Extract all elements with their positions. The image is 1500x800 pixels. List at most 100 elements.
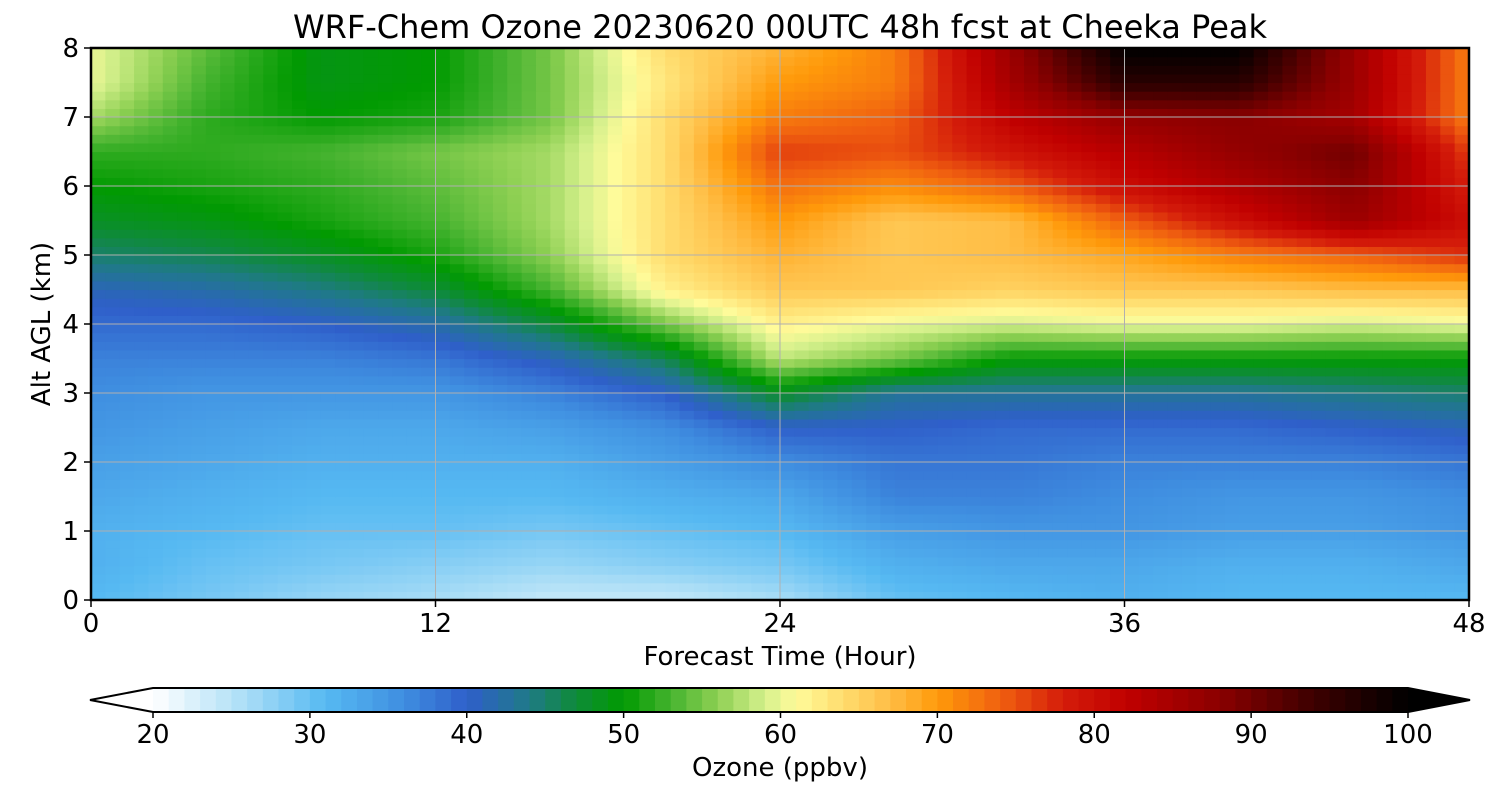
heatmap-cell	[1425, 332, 1441, 342]
heatmap-cell	[277, 306, 293, 316]
heatmap-cell	[622, 418, 638, 429]
heatmap-cell	[593, 505, 609, 515]
heatmap-cell	[794, 280, 810, 291]
heatmap-cell	[449, 582, 465, 592]
heatmap-cell	[693, 384, 709, 394]
heatmap-cell	[435, 255, 451, 265]
heatmap-cell	[1239, 332, 1255, 342]
heatmap-cell	[1167, 341, 1183, 351]
heatmap-cell	[392, 229, 408, 239]
heatmap-cell	[607, 565, 623, 575]
heatmap-cell	[119, 203, 135, 213]
heatmap-cell	[521, 556, 537, 567]
heatmap-cell	[1124, 522, 1140, 532]
heatmap-cell	[1354, 531, 1370, 541]
heatmap-cell	[1067, 177, 1083, 187]
heatmap-cell	[1325, 324, 1341, 334]
heatmap-cell	[1067, 211, 1083, 222]
heatmap-cell	[220, 470, 236, 480]
heatmap-cell	[909, 539, 925, 549]
heatmap-cell	[378, 375, 394, 385]
heatmap-cell	[1224, 160, 1240, 170]
heatmap-cell	[205, 444, 221, 454]
heatmap-cell	[1368, 186, 1384, 196]
heatmap-cell	[306, 582, 322, 592]
heatmap-cell	[1339, 462, 1355, 472]
heatmap-cell	[923, 177, 939, 187]
heatmap-cell	[780, 505, 795, 515]
heatmap-cell	[277, 384, 293, 394]
heatmap-cell	[736, 298, 752, 308]
heatmap-cell	[421, 160, 437, 170]
heatmap-cell	[521, 332, 537, 342]
heatmap-cell	[91, 229, 106, 239]
heatmap-cell	[306, 393, 322, 403]
heatmap-cell	[1124, 194, 1140, 204]
heatmap-cell	[1095, 436, 1111, 446]
heatmap-cell	[1425, 272, 1441, 282]
heatmap-cell	[1153, 186, 1169, 196]
heatmap-cell	[765, 401, 781, 411]
heatmap-cell	[248, 186, 264, 196]
heatmap-cell	[980, 203, 996, 213]
heatmap-cell	[851, 255, 867, 265]
heatmap-cell	[1067, 220, 1083, 230]
heatmap-cell	[320, 393, 336, 403]
heatmap-cell	[636, 462, 652, 472]
heatmap-cell	[507, 410, 523, 420]
heatmap-cell	[1440, 324, 1456, 334]
heatmap-cell	[105, 332, 121, 342]
heatmap-cell	[579, 591, 594, 600]
heatmap-cell	[837, 505, 853, 515]
heatmap-cell	[995, 280, 1011, 291]
heatmap-cell	[1210, 556, 1226, 567]
heatmap-cell	[736, 358, 752, 368]
heatmap-cell	[1253, 556, 1269, 567]
heatmap-cell	[177, 496, 193, 506]
heatmap-cell	[478, 194, 494, 204]
heatmap-cell	[1368, 444, 1384, 454]
heatmap-cell	[1167, 556, 1183, 567]
heatmap-cell	[148, 220, 164, 230]
heatmap-cell	[535, 367, 551, 377]
heatmap-cell	[1440, 255, 1456, 265]
heatmap-cell	[823, 444, 839, 454]
heatmap-cell	[736, 565, 752, 575]
heatmap-cell	[1167, 539, 1183, 549]
heatmap-cell	[1138, 436, 1154, 446]
heatmap-cell	[105, 565, 121, 575]
heatmap-cell	[665, 332, 681, 342]
heatmap-cell	[248, 565, 264, 575]
heatmap-cell	[291, 496, 307, 506]
heatmap-cell	[521, 531, 537, 541]
heatmap-cell	[421, 272, 437, 282]
heatmap-cell	[91, 315, 106, 325]
heatmap-cell	[1153, 160, 1169, 170]
heatmap-cell	[1296, 470, 1312, 480]
heatmap-cell	[335, 341, 350, 351]
heatmap-cell	[177, 367, 193, 377]
heatmap-cell	[1425, 220, 1441, 230]
heatmap-cell	[693, 177, 709, 187]
heatmap-cell	[363, 384, 379, 394]
heatmap-cell	[579, 332, 594, 342]
heatmap-cell	[722, 548, 738, 558]
heatmap-cell	[435, 556, 451, 567]
heatmap-cell	[1397, 332, 1413, 342]
heatmap-cell	[349, 255, 365, 265]
heatmap-cell	[665, 470, 681, 480]
heatmap-cell	[1425, 315, 1441, 325]
heatmap-cell	[736, 582, 752, 592]
heatmap-cell	[564, 410, 580, 420]
heatmap-cell	[1138, 237, 1154, 247]
heatmap-cell	[177, 427, 193, 437]
heatmap-cell	[162, 324, 178, 334]
heatmap-cell	[449, 177, 465, 187]
heatmap-cell	[765, 177, 781, 187]
heatmap-cell	[808, 211, 824, 222]
heatmap-cell	[1224, 151, 1240, 161]
heatmap-cell	[1110, 315, 1126, 325]
heatmap-cell	[894, 358, 910, 368]
heatmap-cell	[909, 160, 925, 170]
heatmap-cell	[1138, 522, 1154, 532]
